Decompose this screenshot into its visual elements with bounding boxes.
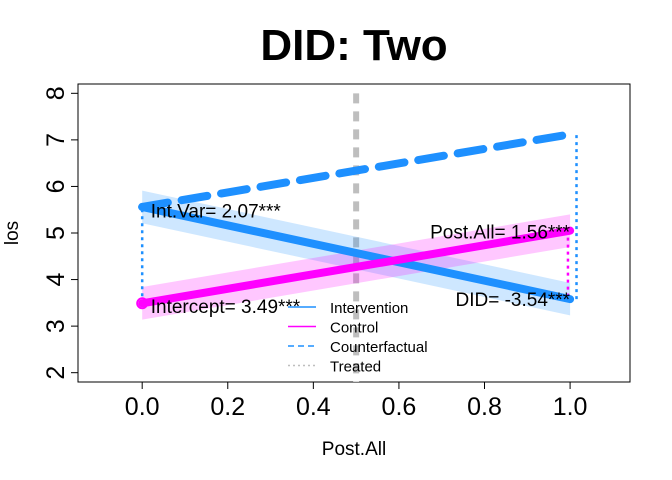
y-tick-label: 6	[42, 179, 70, 193]
control-point	[136, 297, 149, 310]
annotation-1: Intercept= 3.49***	[151, 297, 301, 318]
y-tick-label: 4	[42, 273, 70, 287]
legend-label: Counterfactual	[330, 339, 428, 356]
x-tick-label: 1.0	[553, 393, 588, 421]
legend-label: Control	[330, 320, 378, 337]
annotation-0: Int.Var= 2.07***	[151, 202, 282, 223]
y-tick-label: 2	[42, 366, 70, 380]
legend-label: Treated	[330, 359, 381, 376]
chart-title: DID: Two	[260, 21, 447, 70]
counterfactual-line	[138, 130, 575, 211]
x-tick-label: 0.6	[382, 393, 417, 421]
x-tick-label: 0.0	[125, 393, 160, 421]
x-tick-label: 0.8	[467, 393, 502, 421]
intervention-line	[138, 202, 575, 304]
legend-label: Intervention	[330, 300, 408, 317]
y-tick-label: 3	[42, 319, 70, 333]
y-tick-label: 7	[42, 133, 70, 147]
y-axis-label: los	[2, 221, 23, 245]
annotation-2: Post.All= 1.56***	[430, 223, 571, 244]
x-tick-label: 0.4	[296, 393, 331, 421]
control-line	[138, 226, 575, 308]
annotation-3: DID= -3.54***	[455, 290, 570, 311]
y-tick-label: 5	[42, 226, 70, 240]
x-tick-label: 0.2	[210, 393, 245, 421]
y-tick-label: 8	[42, 86, 70, 100]
x-axis-label: Post.All	[322, 439, 386, 460]
